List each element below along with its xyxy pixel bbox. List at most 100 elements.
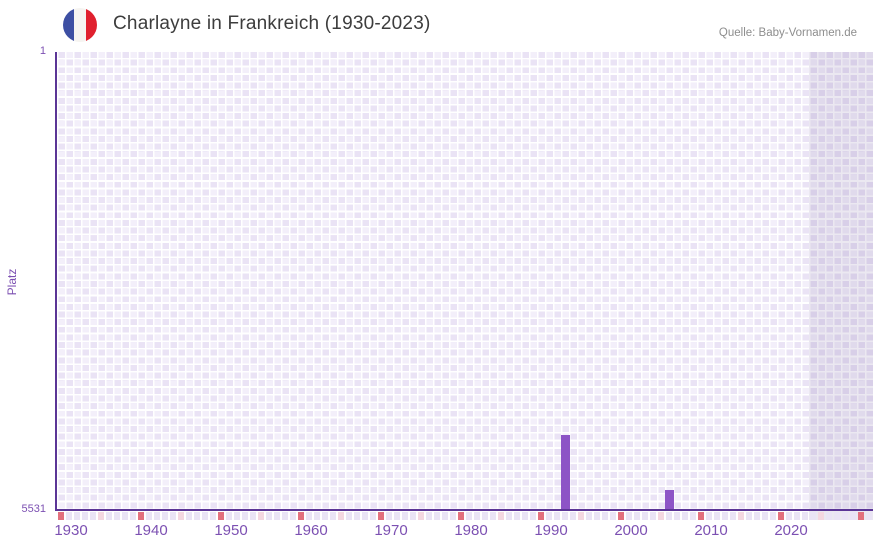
strip-cell-1992 bbox=[561, 512, 569, 520]
strip-cell-1954 bbox=[257, 512, 265, 520]
strip-cell-1977 bbox=[441, 512, 449, 520]
strip-cell-2010 bbox=[705, 512, 713, 520]
strip-cell-1935 bbox=[105, 512, 113, 520]
strip-cell-1981 bbox=[473, 512, 481, 520]
strip-cell-2001 bbox=[633, 512, 641, 520]
strip-cell-1985 bbox=[505, 512, 513, 520]
strip-cell-1952 bbox=[241, 512, 249, 520]
strip-cell-2026 bbox=[833, 512, 841, 520]
x-axis-label-1960: 1960 bbox=[294, 522, 328, 539]
strip-cell-1990 bbox=[545, 512, 553, 520]
strip-cell-1939 bbox=[137, 512, 145, 520]
strip-cell-1949 bbox=[217, 512, 225, 520]
strip-cell-2020 bbox=[785, 512, 793, 520]
strip-cell-2019 bbox=[777, 512, 785, 520]
x-axis-label-2010: 2010 bbox=[694, 522, 728, 539]
source-label: Quelle: Baby-Vornamen.de bbox=[718, 27, 857, 39]
y-axis-title: Platz bbox=[5, 268, 19, 296]
strip-cell-1940 bbox=[145, 512, 153, 520]
strip-cell-1959 bbox=[297, 512, 305, 520]
future-years-band bbox=[809, 52, 873, 520]
strip-cell-2023 bbox=[809, 512, 817, 520]
strip-cell-1998 bbox=[609, 512, 617, 520]
strip-cell-1971 bbox=[393, 512, 401, 520]
strip-cell-2029 bbox=[857, 512, 865, 520]
strip-cell-1999 bbox=[617, 512, 625, 520]
strip-cell-2004 bbox=[657, 512, 665, 520]
strip-cell-2014 bbox=[737, 512, 745, 520]
strip-cell-1932 bbox=[81, 512, 89, 520]
strip-cell-1942 bbox=[161, 512, 169, 520]
flag-white-stripe bbox=[74, 8, 86, 42]
strip-cell-1946 bbox=[193, 512, 201, 520]
strip-cell-1978 bbox=[449, 512, 457, 520]
strip-cell-2025 bbox=[825, 512, 833, 520]
strip-cell-2024 bbox=[817, 512, 825, 520]
strip-cell-1948 bbox=[209, 512, 217, 520]
strip-cell-1961 bbox=[313, 512, 321, 520]
strip-cell-2012 bbox=[721, 512, 729, 520]
strip-cell-1986 bbox=[513, 512, 521, 520]
strip-cell-1975 bbox=[425, 512, 433, 520]
strip-cell-1989 bbox=[537, 512, 545, 520]
strip-cell-1979 bbox=[457, 512, 465, 520]
strip-cell-1972 bbox=[401, 512, 409, 520]
strip-cell-2009 bbox=[697, 512, 705, 520]
strip-cell-1958 bbox=[289, 512, 297, 520]
strip-cell-1993 bbox=[569, 512, 577, 520]
y-axis-line bbox=[55, 52, 57, 511]
rank-bar-1992 bbox=[560, 434, 570, 510]
strip-cell-1991 bbox=[553, 512, 561, 520]
strip-cell-2002 bbox=[641, 512, 649, 520]
strip-cell-1965 bbox=[345, 512, 353, 520]
y-axis-top-label: 1 bbox=[39, 45, 46, 57]
strip-cell-1973 bbox=[409, 512, 417, 520]
strip-cell-2003 bbox=[649, 512, 657, 520]
strip-cell-1936 bbox=[113, 512, 121, 520]
strip-cell-1966 bbox=[353, 512, 361, 520]
strip-cell-1970 bbox=[385, 512, 393, 520]
x-axis-label-2000: 2000 bbox=[614, 522, 648, 539]
strip-cell-1974 bbox=[417, 512, 425, 520]
x-axis-label-1970: 1970 bbox=[374, 522, 408, 539]
strip-cell-1929 bbox=[57, 512, 65, 520]
strip-cell-2021 bbox=[793, 512, 801, 520]
strip-cell-2005 bbox=[665, 512, 673, 520]
strip-cell-1957 bbox=[281, 512, 289, 520]
strip-cell-2016 bbox=[753, 512, 761, 520]
strip-cell-1994 bbox=[577, 512, 585, 520]
x-axis-label-1980: 1980 bbox=[454, 522, 488, 539]
x-axis-label-1950: 1950 bbox=[214, 522, 248, 539]
axis-strip bbox=[57, 512, 873, 520]
strip-cell-1982 bbox=[481, 512, 489, 520]
strip-cell-1996 bbox=[593, 512, 601, 520]
strip-cell-1987 bbox=[521, 512, 529, 520]
x-axis-labels: 1930 1940 1950 1960 1970 1980 1990 2000 2010 2020 bbox=[54, 522, 873, 542]
strip-cell-1945 bbox=[185, 512, 193, 520]
strip-cell-2017 bbox=[761, 512, 769, 520]
flag-red-stripe bbox=[85, 8, 97, 42]
strip-cell-2008 bbox=[689, 512, 697, 520]
strip-cell-1934 bbox=[97, 512, 105, 520]
strip-cell-1984 bbox=[497, 512, 505, 520]
strip-cell-1930 bbox=[65, 512, 73, 520]
strip-cell-1976 bbox=[433, 512, 441, 520]
strip-cell-1964 bbox=[337, 512, 345, 520]
x-axis-label-1940: 1940 bbox=[134, 522, 168, 539]
strip-cell-2011 bbox=[713, 512, 721, 520]
x-axis-line bbox=[55, 509, 873, 511]
strip-cell-1967 bbox=[361, 512, 369, 520]
france-flag-icon bbox=[63, 8, 97, 42]
strip-cell-1963 bbox=[329, 512, 337, 520]
strip-cell-1955 bbox=[265, 512, 273, 520]
strip-cell-2028 bbox=[849, 512, 857, 520]
strip-cell-1943 bbox=[169, 512, 177, 520]
strip-cell-2000 bbox=[625, 512, 633, 520]
strip-cell-1944 bbox=[177, 512, 185, 520]
strip-cell-1953 bbox=[249, 512, 257, 520]
strip-cell-2013 bbox=[729, 512, 737, 520]
strip-cell-1980 bbox=[465, 512, 473, 520]
strip-cell-2007 bbox=[681, 512, 689, 520]
page-title: Charlayne in Frankreich (1930-2023) bbox=[113, 13, 431, 34]
